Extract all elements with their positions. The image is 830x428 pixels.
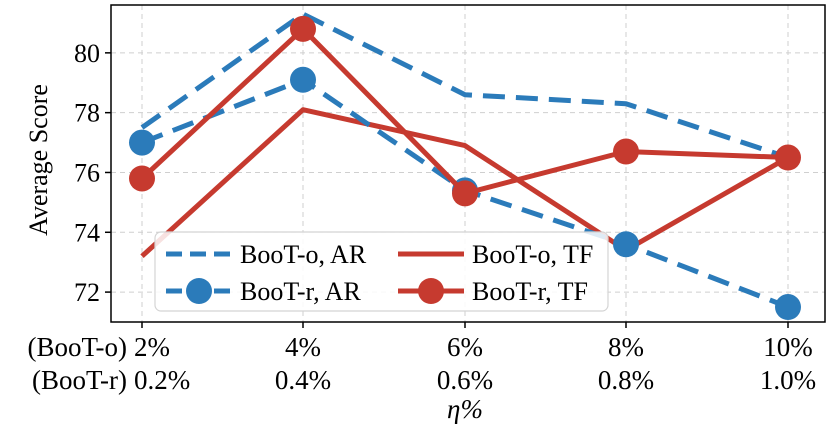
- y-tick-label: 78: [74, 99, 100, 128]
- data-point-boot-r-tf-2: [452, 180, 478, 207]
- legend-marker-boot-r-ar: [186, 278, 212, 304]
- series-layer: [129, 11, 801, 321]
- x-axis: 2%0.2% 4%0.4% 6%0.6% 8%0.8% 10%1.0% (BooT-o)(…: [28, 322, 816, 395]
- data-point-boot-r-tf-4: [775, 144, 801, 171]
- series-boot-o-tf: [140, 107, 790, 259]
- x-tick-label-row1: 10%: [763, 332, 813, 362]
- legend-label-boot-o-ar: BooT-o, AR: [240, 240, 367, 269]
- y-tick-label: 74: [74, 218, 100, 247]
- legend-label-boot-r-ar: BooT-r, AR: [240, 277, 361, 306]
- data-point-boot-r-ar-3: [613, 231, 639, 258]
- data-point-boot-r-ar-4: [775, 294, 801, 321]
- x-tick-label-row2: 1.0%: [760, 365, 816, 395]
- y-tick-label: 72: [74, 278, 100, 307]
- data-point-boot-r-tf-0: [129, 165, 155, 192]
- x-tick-label-row2: 0.2%: [134, 365, 190, 395]
- legend-label-boot-o-tf: BooT-o, TF: [472, 240, 593, 269]
- plot-frame: [110, 4, 826, 323]
- x-tick-label-row2: 0.6%: [437, 365, 493, 395]
- legend: BooT-o, AR BooT-o, TF BooT-r, AR BooT-r, TF: [154, 231, 609, 312]
- x-tick-label-row1: 8%: [608, 332, 644, 362]
- x-axis-label: η%: [447, 394, 483, 424]
- series-line-boot-o-ar: [140, 11, 789, 160]
- data-point-boot-r-ar-1: [290, 66, 316, 93]
- y-tick-label: 76: [74, 158, 100, 187]
- series-line-boot-o-tf: [140, 107, 790, 259]
- data-point-boot-r-tf-3: [613, 138, 639, 165]
- x-tick-label-row2: 0.8%: [598, 365, 654, 395]
- x-tick-label-row1: 6%: [447, 332, 483, 362]
- x-tick-label-row2: 0.4%: [275, 365, 331, 395]
- data-point-boot-r-ar-0: [129, 129, 155, 156]
- row-label-boot-r: (BooT-r): [32, 365, 127, 395]
- x-tick-label-row1: 4%: [285, 332, 321, 362]
- data-point-boot-r-tf-1: [290, 15, 316, 42]
- y-tick-label: 80: [74, 39, 100, 68]
- series-boot-o-ar: [140, 11, 789, 160]
- legend-marker-boot-r-tf: [418, 278, 444, 304]
- legend-box: [154, 231, 609, 312]
- row-label-boot-o: (BooT-o): [28, 332, 128, 362]
- legend-label-boot-r-tf: BooT-r, TF: [472, 277, 588, 306]
- y-axis: 72 74 76 78 80: [74, 39, 111, 307]
- x-tick-label-row1: 2%: [134, 332, 170, 362]
- y-axis-label: Average Score: [24, 84, 53, 236]
- series-boot-r-tf: [129, 15, 801, 207]
